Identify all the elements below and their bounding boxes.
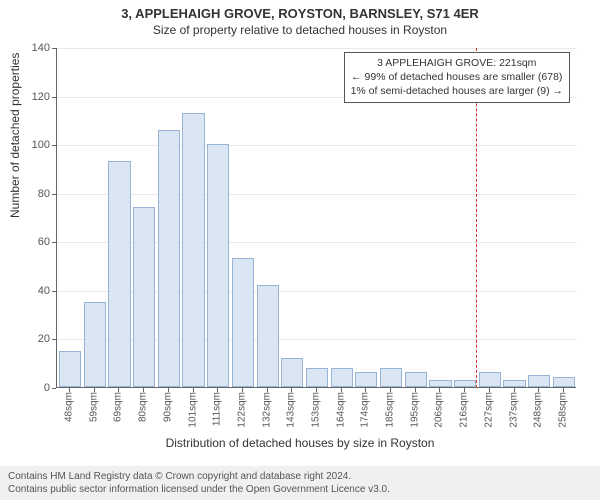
y-tick-label: 60 [20,236,50,248]
x-tick-label: 237sqm [508,392,519,428]
histogram-bar [232,258,254,387]
histogram-bar [59,351,81,387]
histogram-bar [331,368,353,387]
info-line-3: 1% of semi-detached houses are larger (9… [351,84,563,98]
x-tick-label: 101sqm [187,392,198,428]
info-line-1: 3 APPLEHAIGH GROVE: 221sqm [351,56,563,70]
x-tick-label: 80sqm [138,392,149,422]
info-box: 3 APPLEHAIGH GROVE: 221sqm ← 99% of deta… [344,52,570,103]
x-tick-label: 195sqm [409,392,420,428]
histogram-bar [306,368,328,387]
histogram-bar [182,113,204,387]
histogram-bar [108,161,130,387]
histogram-bar [503,380,525,387]
y-tick-label: 100 [20,139,50,151]
footer-line-1: Contains HM Land Registry data © Crown c… [8,470,592,483]
y-tick-mark [52,339,56,340]
x-tick-label: 90sqm [162,392,173,422]
x-tick-label: 174sqm [360,392,371,428]
y-tick-mark [52,388,56,389]
y-tick-label: 120 [20,91,50,103]
x-tick-label: 143sqm [286,392,297,428]
histogram-bar [454,380,476,387]
y-tick-mark [52,145,56,146]
x-tick-label: 69sqm [113,392,124,422]
x-tick-label: 258sqm [557,392,568,428]
x-tick-label: 216sqm [459,392,470,428]
y-tick-label: 20 [20,333,50,345]
y-tick-mark [52,97,56,98]
x-tick-label: 248sqm [533,392,544,428]
histogram-bar [553,377,575,387]
x-tick-label: 48sqm [64,392,75,422]
chart-title-sub: Size of property relative to detached ho… [0,21,600,37]
x-tick-label: 111sqm [212,392,223,426]
x-tick-label: 132sqm [261,392,272,428]
x-tick-label: 185sqm [385,392,396,428]
x-tick-label: 59sqm [88,392,99,422]
histogram-bar [528,375,550,387]
x-tick-label: 153sqm [311,392,322,428]
histogram-bar [479,372,501,387]
histogram-bar [355,372,377,387]
y-tick-label: 40 [20,285,50,297]
histogram-bar [158,130,180,387]
histogram-bar [257,285,279,387]
y-tick-label: 80 [20,188,50,200]
info-line-2: ← 99% of detached houses are smaller (67… [351,70,563,84]
histogram-bar [429,380,451,387]
histogram-bar [405,372,427,387]
histogram-bar [207,144,229,387]
x-axis-label: Distribution of detached houses by size … [0,436,600,450]
chart-area: 020406080100120140 48sqm59sqm69sqm80sqm9… [56,48,576,416]
histogram-bar [380,368,402,387]
y-tick-mark [52,48,56,49]
y-tick-label: 0 [20,382,50,394]
y-tick-mark [52,194,56,195]
histogram-bar [133,207,155,387]
x-tick-label: 227sqm [483,392,494,428]
histogram-bar [84,302,106,387]
histogram-bar [281,358,303,387]
x-tick-label: 206sqm [434,392,445,428]
footer-line-2: Contains public sector information licen… [8,483,592,496]
y-tick-mark [52,242,56,243]
y-tick-mark [52,291,56,292]
x-tick-label: 122sqm [236,392,247,428]
attribution-footer: Contains HM Land Registry data © Crown c… [0,466,600,500]
y-tick-label: 140 [20,42,50,54]
x-tick-label: 164sqm [335,392,346,428]
chart-title-main: 3, APPLEHAIGH GROVE, ROYSTON, BARNSLEY, … [0,0,600,21]
